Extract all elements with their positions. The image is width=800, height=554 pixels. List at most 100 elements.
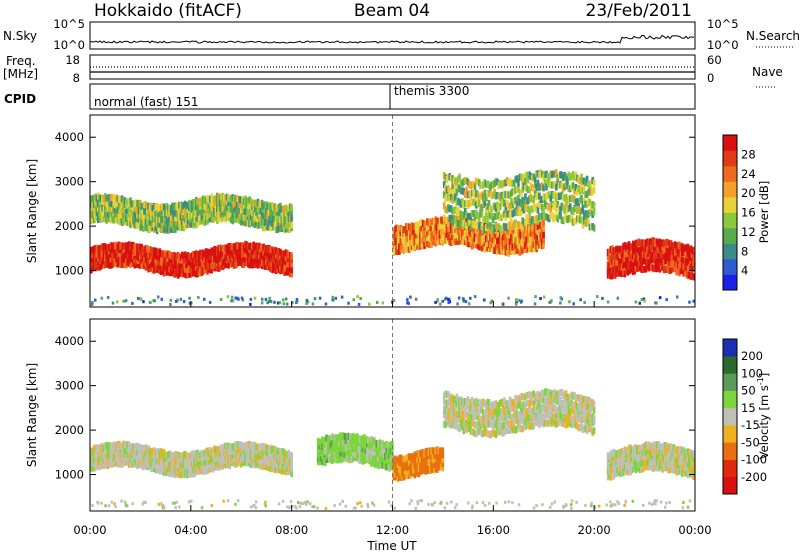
echo-cell: [244, 219, 247, 227]
echo-cell: [483, 189, 487, 197]
echo-cell: [658, 244, 662, 252]
echo-cell: [200, 464, 204, 472]
echo-cell: [118, 212, 121, 220]
echo-cell: [580, 407, 583, 415]
echo-cell: [164, 263, 167, 271]
echo-cell: [459, 419, 463, 427]
echo-cell: [494, 221, 498, 229]
echo-cell: [557, 403, 561, 411]
echo-cell: [182, 262, 185, 270]
echo-cell: [606, 458, 610, 466]
echo-cell: [452, 207, 456, 215]
echo-cell: [576, 207, 579, 214]
echo-cell: [186, 260, 190, 268]
echo-cell: [272, 445, 275, 453]
echo-cell: [95, 455, 99, 463]
echo-cell: [651, 251, 655, 259]
echo-cell: [193, 199, 197, 207]
echo-cell: [370, 459, 373, 467]
echo-cell: [504, 191, 508, 199]
echo-cell: [560, 405, 564, 413]
echo-cell: [223, 258, 226, 266]
echo-cell: [346, 440, 349, 448]
echo-cell: [571, 208, 575, 216]
echo-cell: [540, 231, 544, 239]
echo-cell: [288, 208, 292, 216]
echo-cell: [95, 205, 99, 213]
echo-cell: [225, 203, 229, 211]
echo-cell: [209, 215, 212, 223]
echo-cell: [126, 198, 129, 206]
echo-cell: [220, 250, 223, 258]
echo-cell: [132, 443, 135, 451]
echo-cell: [224, 200, 227, 208]
echo-cell: [570, 391, 573, 399]
echo-cell: [413, 471, 417, 479]
echo-cell: [430, 466, 433, 474]
echo-cell: [370, 446, 373, 454]
echo-cell: [248, 202, 251, 210]
echo-cell: [216, 454, 219, 462]
echo-cell: [633, 252, 636, 260]
echo-cell: [127, 259, 131, 267]
echo-cell: [181, 457, 184, 464]
echo-cell: [204, 207, 208, 215]
echo-cell: [182, 202, 185, 210]
echo-cell: [371, 448, 375, 456]
echo-cell: [91, 463, 94, 471]
echo-cell: [196, 256, 199, 264]
echo-cell: [332, 451, 335, 459]
echo-cell: [650, 256, 653, 264]
echo-cell: [92, 254, 96, 262]
echo-cell: [573, 407, 576, 415]
echo-cell: [284, 297, 288, 301]
echo-cell: [632, 456, 635, 464]
echo-cell: [483, 179, 487, 187]
echo-cell: [626, 262, 629, 270]
echo-cell: [206, 467, 209, 475]
echo-cell: [529, 245, 533, 253]
echo-cell: [543, 398, 547, 406]
echo-cell: [449, 412, 453, 420]
echo-cell: [283, 269, 286, 276]
echo-cell: [190, 260, 194, 268]
echo-cell: [284, 468, 288, 476]
echo-cell: [438, 447, 442, 455]
echo-cell: [640, 266, 643, 273]
echo-cell: [232, 454, 236, 462]
echo-cell: [563, 171, 566, 179]
echo-cell: [456, 206, 460, 214]
echo-cell: [427, 241, 431, 248]
echo-cell: [556, 215, 559, 223]
echo-cell: [626, 256, 629, 264]
echo-cell: [286, 206, 289, 213]
echo-cell: [511, 188, 515, 195]
echo-cell: [221, 214, 225, 222]
echo-cell: [500, 412, 503, 420]
echo-cell: [197, 264, 201, 272]
echo-cell: [160, 453, 163, 460]
echo-cell: [151, 247, 155, 255]
echo-cell: [452, 396, 456, 403]
echo-cell: [287, 265, 291, 273]
echo-cell: [396, 461, 400, 469]
echo-cell: [632, 252, 635, 260]
echo-cell: [476, 236, 480, 244]
echo-cell: [253, 446, 257, 454]
echo-cell: [657, 464, 660, 472]
echo-cell: [399, 454, 403, 462]
echo-cell: [377, 445, 380, 452]
echo-cell: [227, 248, 230, 256]
echo-cell: [400, 459, 404, 467]
echo-cell: [391, 454, 394, 462]
echo-cell: [193, 456, 197, 464]
echo-cell: [657, 446, 660, 454]
echo-cell: [623, 457, 627, 465]
echo-cell: [111, 460, 114, 468]
echo-cell: [423, 235, 426, 243]
echo-cell: [606, 300, 610, 304]
echo-cell: [455, 393, 459, 401]
echo-cell: [570, 420, 573, 428]
echo-cell: [116, 243, 120, 251]
echo-cell: [192, 450, 195, 458]
